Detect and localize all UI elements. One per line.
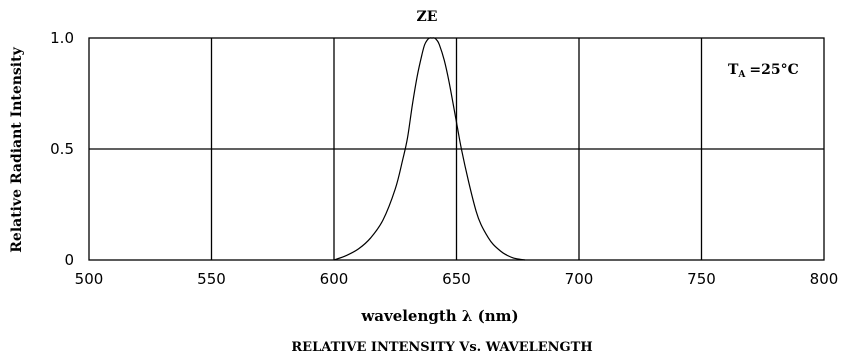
y-axis-label: Relative Radiant Intensity	[9, 46, 25, 252]
y-tick-label-0: 0	[64, 251, 74, 269]
x-tick-label-700: 700	[565, 270, 594, 288]
x-tick-label-600: 600	[320, 270, 349, 288]
grid	[89, 38, 824, 260]
y-tick-labels: 0 0.5 1.0	[50, 29, 74, 269]
x-tick-label-500: 500	[75, 270, 104, 288]
y-tick-label-0.5: 0.5	[50, 140, 74, 158]
chart-title: ZE	[417, 9, 438, 25]
svg-text:TA=25°C: TA =25°C	[728, 62, 799, 80]
series-layer	[333, 37, 526, 261]
condition-annotation: TA =25°C	[728, 62, 799, 80]
series-line-0	[333, 37, 526, 261]
y-tick-label-1: 1.0	[50, 29, 74, 47]
plot-frame	[88, 37, 825, 261]
condition-value: =25°C	[749, 62, 798, 78]
x-tick-label-800: 800	[810, 270, 839, 288]
chart-caption: RELATIVE INTENSITY Vs. WAVELENGTH	[291, 340, 592, 355]
x-tick-labels: 500 550 600 650 700 750 800	[75, 270, 839, 288]
x-tick-label-750: 750	[687, 270, 716, 288]
condition-subscript: A	[737, 70, 746, 80]
x-tick-label-650: 650	[442, 270, 471, 288]
x-tick-label-550: 550	[197, 270, 226, 288]
x-axis-label: wavelength λ (nm)	[360, 307, 518, 325]
condition-symbol: T	[728, 62, 739, 78]
